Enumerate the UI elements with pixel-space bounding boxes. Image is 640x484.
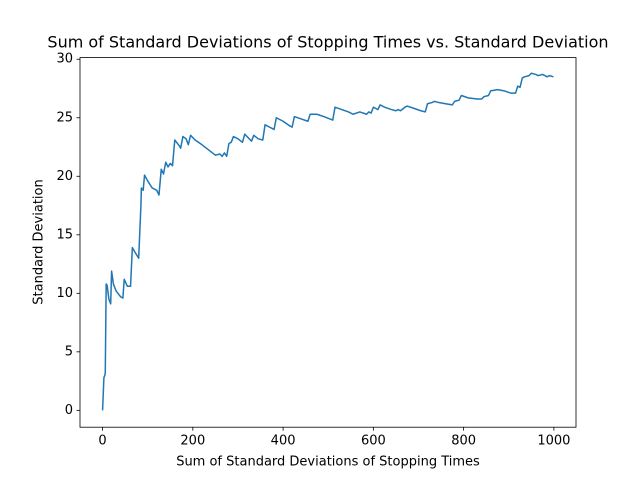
- y-tick-label: 20: [56, 169, 73, 184]
- y-tick-label: 10: [56, 286, 73, 301]
- x-tick-label: 800: [451, 434, 476, 449]
- x-tick-label: 1000: [537, 434, 570, 449]
- x-axis-label: Sum of Standard Deviations of Stopping T…: [176, 455, 480, 470]
- x-tick-label: 0: [98, 434, 106, 449]
- x-tick-label: 400: [271, 434, 296, 449]
- chart-title: Sum of Standard Deviations of Stopping T…: [47, 33, 608, 52]
- y-tick-label: 5: [65, 344, 73, 359]
- y-axis-label: Standard Deviation: [32, 179, 47, 304]
- data-line: [101, 72, 554, 411]
- y-tick-label: 25: [56, 110, 73, 125]
- x-tick-label: 600: [361, 434, 386, 449]
- y-tick-label: 15: [56, 227, 73, 242]
- axes-frame: [79, 57, 577, 428]
- x-tick-label: 200: [180, 434, 205, 449]
- y-tick-label: 30: [56, 52, 73, 67]
- y-tick-label: 0: [65, 403, 73, 418]
